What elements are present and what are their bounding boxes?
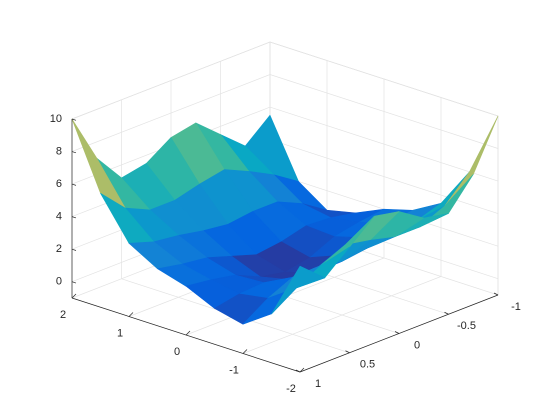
x-tick-label: -1 xyxy=(229,364,239,376)
y-tick-label: 0.5 xyxy=(360,359,375,371)
z-tick-label: 0 xyxy=(56,276,62,288)
box-edge xyxy=(71,41,499,120)
x-tick-mark xyxy=(128,312,134,317)
x-tick-mark xyxy=(185,330,191,336)
z-tick-label: 4 xyxy=(56,211,62,223)
x-tick-mark xyxy=(299,367,305,373)
y-tick-label: 1 xyxy=(315,378,321,390)
y-tick-label: -1 xyxy=(511,301,521,313)
z-tick-mark xyxy=(71,248,77,251)
y-tick-mark xyxy=(345,350,350,354)
y-tick-label: 0 xyxy=(414,339,420,351)
x-tick-label: 2 xyxy=(60,309,66,321)
z-tick-label: 8 xyxy=(56,145,62,157)
y-tick-label: -0.5 xyxy=(457,320,476,332)
z-tick-mark xyxy=(71,151,77,154)
x-tick-label: 1 xyxy=(117,327,123,339)
y-tick-mark xyxy=(493,292,499,296)
z-tick-mark xyxy=(71,281,77,284)
x-tick-label: -2 xyxy=(286,383,296,395)
z-tick-label: 2 xyxy=(56,243,62,255)
z-tick-mark xyxy=(71,216,77,219)
y-grid-line xyxy=(121,99,350,354)
y-tick-mark xyxy=(444,311,449,315)
z-tick-label: 10 xyxy=(50,113,62,125)
z-grid-line xyxy=(71,41,499,120)
x-tick-mark xyxy=(242,349,248,354)
z-tick-label: 6 xyxy=(56,178,62,190)
x-tick-mark xyxy=(71,293,77,299)
surface-patch xyxy=(71,118,126,209)
z-grid-line xyxy=(71,74,499,152)
x-tick-label: 0 xyxy=(174,346,180,358)
z-tick-mark xyxy=(71,183,77,186)
z-tick-mark xyxy=(71,118,77,121)
y-tick-mark xyxy=(394,331,400,334)
surface-patch xyxy=(271,265,326,315)
y-tick-mark xyxy=(295,369,301,373)
